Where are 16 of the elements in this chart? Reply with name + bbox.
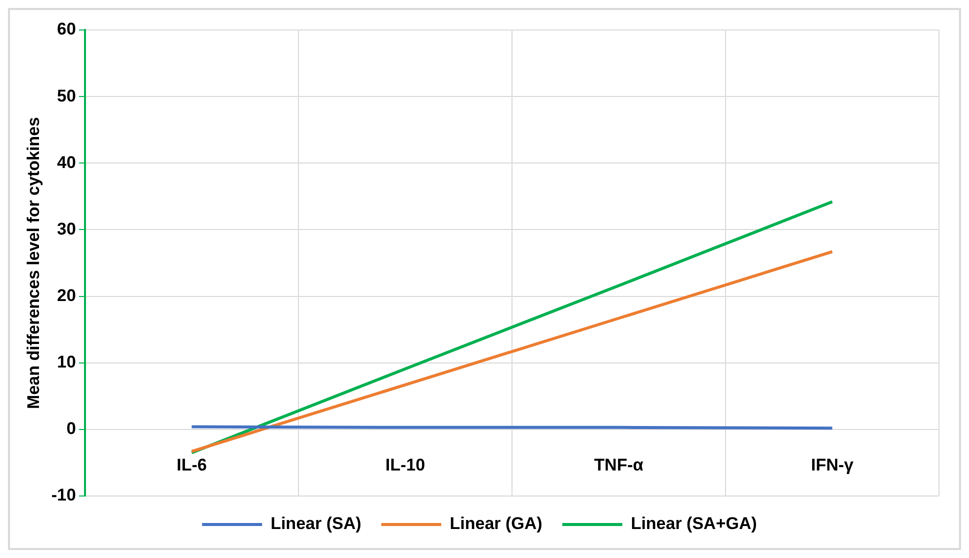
- y-tick-label: -10: [51, 486, 76, 505]
- y-tick-label: 30: [57, 219, 76, 238]
- x-tick-label: IL-10: [385, 455, 426, 474]
- x-tick-label: IL-6: [176, 455, 207, 474]
- y-tick-label: 50: [57, 86, 76, 106]
- legend-label: Linear (SA): [270, 514, 362, 534]
- y-tick-label: 10: [57, 352, 76, 372]
- legend-label: Linear (GA): [450, 514, 542, 534]
- x-tick-label: TNF-α: [594, 455, 644, 474]
- y-tick-label: 20: [57, 286, 76, 305]
- x-tick-label: IFN-γ: [810, 455, 854, 474]
- y-tick-label: 40: [57, 152, 76, 172]
- y-axis-title: Mean differences level for cytokines: [24, 117, 43, 409]
- legend-label: Linear (SA+GA): [630, 514, 757, 534]
- y-tick-label: 60: [57, 20, 76, 39]
- y-tick-label: 0: [66, 419, 76, 438]
